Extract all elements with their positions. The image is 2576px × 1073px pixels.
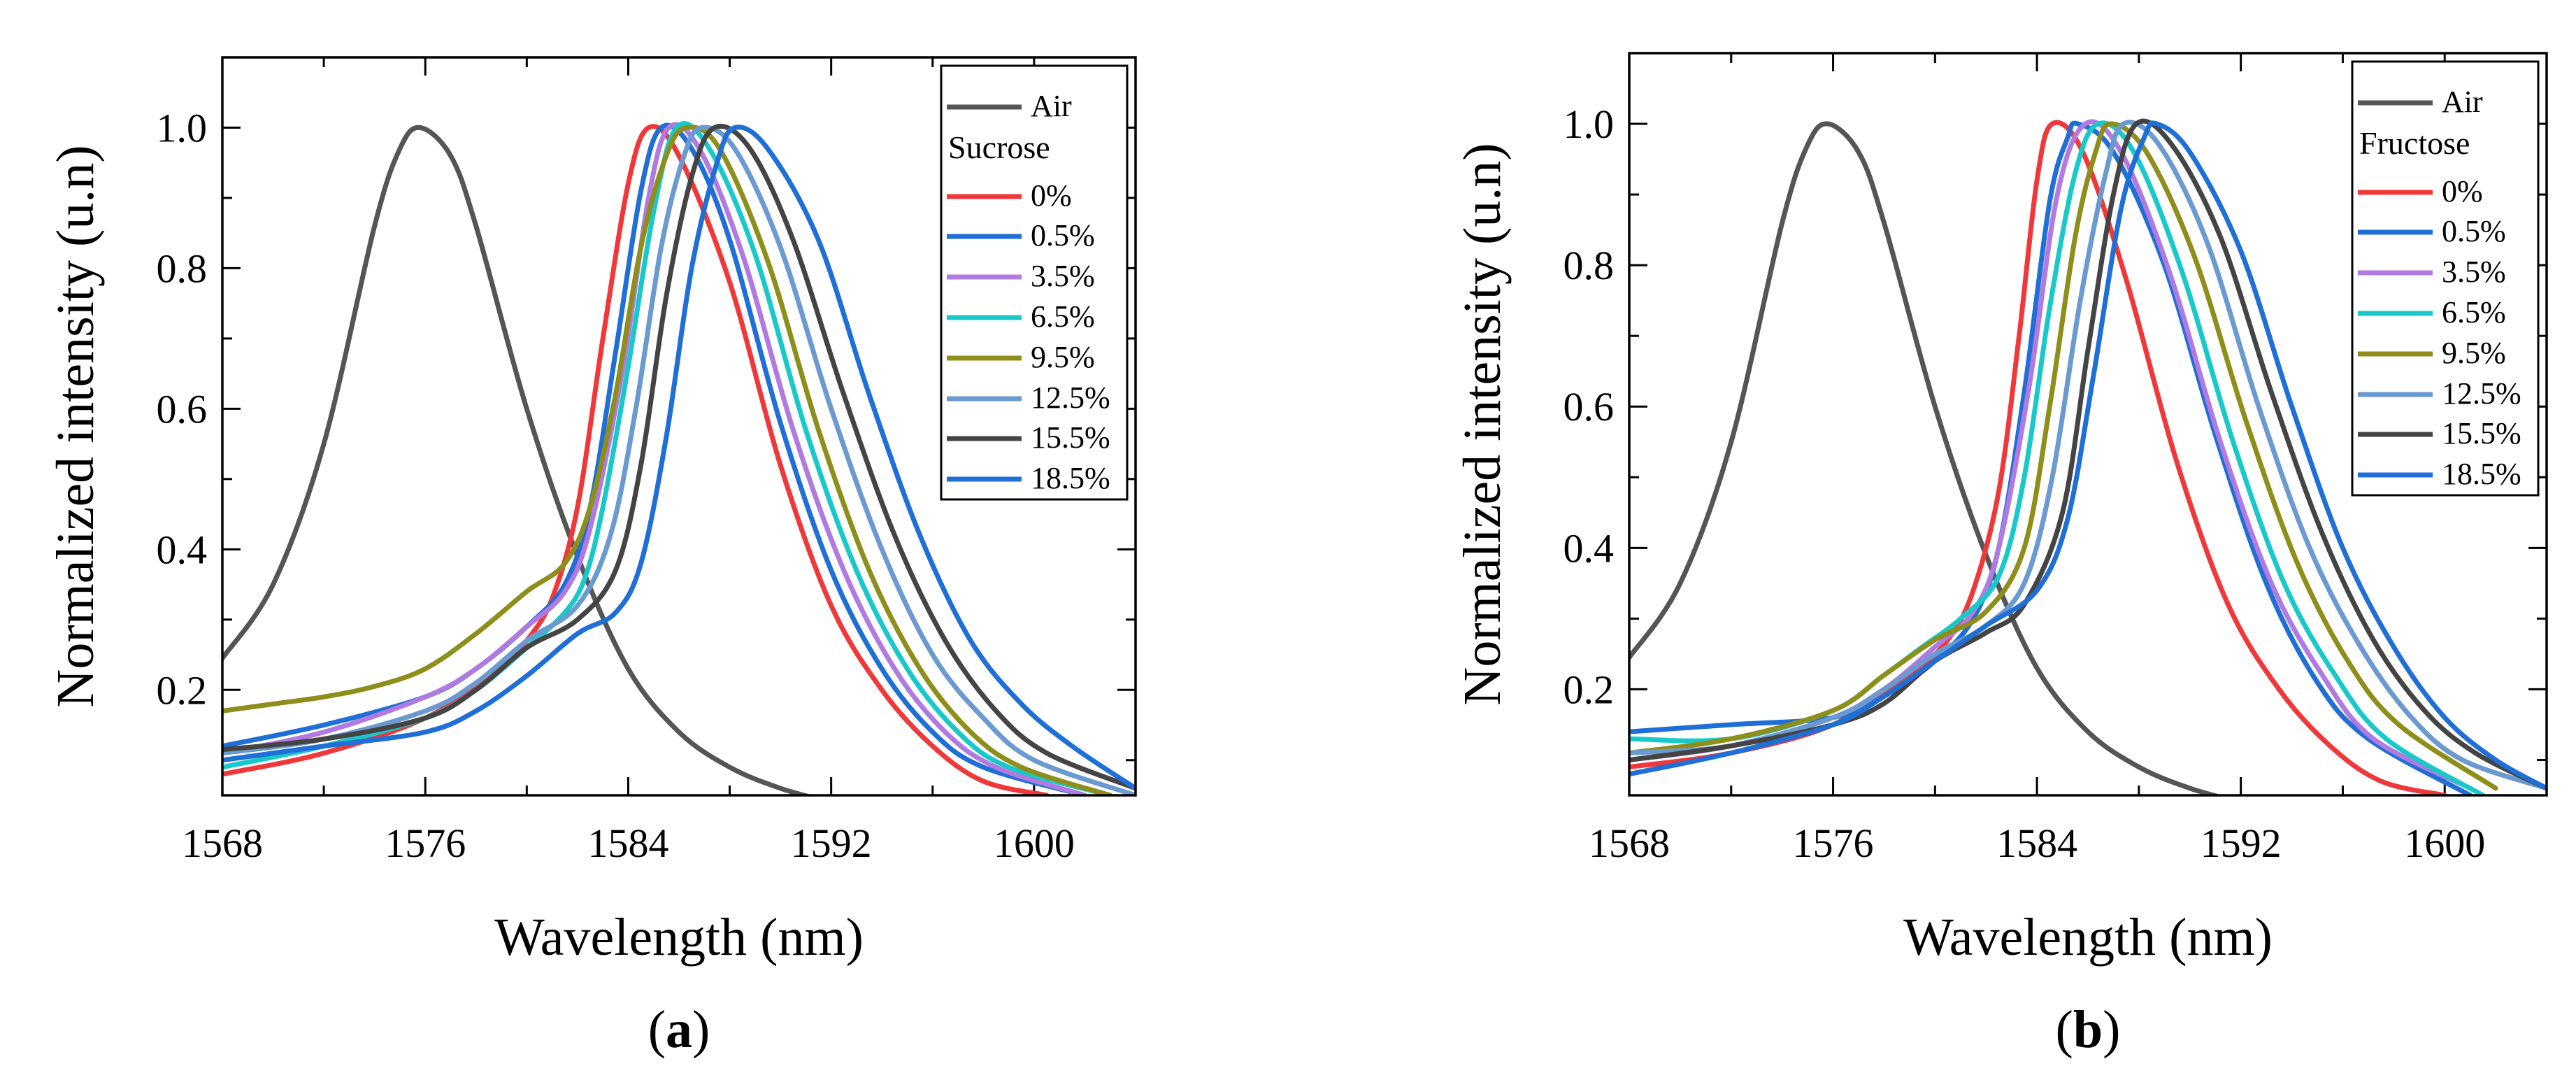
caption-letter: a xyxy=(666,1000,692,1059)
caption-close: ) xyxy=(692,1000,710,1059)
y-tick-label: 0.6 xyxy=(1564,384,1615,429)
x-tick-label: 1576 xyxy=(385,820,466,866)
y-tick-label: 0.4 xyxy=(1564,525,1615,571)
chart-panel-a: 1568 1576 1584 1592 1600 0.2 0.4 0.6 0.8 1.0 Wavel… xyxy=(46,56,1137,1059)
plot-frame xyxy=(221,56,1137,797)
series-line-conc-7 xyxy=(222,124,1136,791)
panel-caption: (b) xyxy=(2056,1000,2121,1059)
legend-label: 9.5% xyxy=(1031,340,1095,374)
legend-label: 3.5% xyxy=(1031,259,1095,293)
legend-label: 18.5% xyxy=(1031,461,1110,495)
x-tick-label: 1592 xyxy=(791,820,872,866)
legend-label: 9.5% xyxy=(2442,336,2506,370)
plot-frame xyxy=(1628,52,2548,797)
x-tick-label: 1600 xyxy=(2404,820,2485,866)
x-axis-label: Wavelength (nm) xyxy=(1903,908,2273,967)
legend-group-label: Fructose xyxy=(2359,125,2470,161)
chart-panel-b: 1568 1576 1584 1592 1600 0.2 0.4 0.6 0.8 1.0 Wavel… xyxy=(1453,52,2548,1059)
x-tick-label: 1592 xyxy=(2201,820,2282,866)
series-line-conc-1 xyxy=(1629,120,2447,795)
y-tick-label: 1.0 xyxy=(1564,101,1615,147)
series-line-conc-3 xyxy=(222,122,1087,795)
y-tick-label: 0.4 xyxy=(157,527,208,572)
x-tick-label: 1576 xyxy=(1793,820,1874,866)
x-tick-label: 1584 xyxy=(587,820,668,866)
x-tick-label: 1568 xyxy=(1589,820,1670,866)
legend-box xyxy=(2351,60,2540,497)
legend-label: 6.5% xyxy=(1031,299,1095,334)
legend-group-label: Sucrose xyxy=(948,129,1050,165)
y-axis-label: Normalized intensity (u.n) xyxy=(1453,143,1512,705)
series-line-air xyxy=(1629,121,2224,795)
series-line-air xyxy=(222,125,814,795)
legend-box xyxy=(940,64,1129,501)
legend-label: 0% xyxy=(1031,178,1072,213)
legend-label: 18.5% xyxy=(2442,457,2521,491)
y-tick-label: 0.8 xyxy=(157,246,208,291)
series-line-conc-8 xyxy=(1629,120,2547,791)
legend-label: 0.5% xyxy=(1031,218,1095,253)
legend-label: Air xyxy=(2442,85,2483,119)
legend-label: 6.5% xyxy=(2442,295,2506,329)
legend: Air 0% 0.5% 3.5% 6.5% 9.5% 12.5% 15.5% 18.5% Fruc… xyxy=(2351,60,2540,497)
y-tick-label: 0.6 xyxy=(157,386,208,432)
y-tick-label: 1.0 xyxy=(157,105,208,150)
series-line-conc-8 xyxy=(222,125,1136,791)
x-tick-label: 1600 xyxy=(994,820,1075,866)
caption-open: ( xyxy=(2056,1000,2073,1059)
caption-letter: b xyxy=(2073,1000,2103,1059)
legend-label: 15.5% xyxy=(2442,416,2521,450)
y-tick-label: 0.2 xyxy=(1564,667,1615,712)
legend-label: 15.5% xyxy=(1031,420,1110,455)
legend-label: 3.5% xyxy=(2442,255,2506,289)
series-line-conc-6 xyxy=(222,125,1136,795)
legend-label: 0.5% xyxy=(2442,214,2506,248)
legend-label: 12.5% xyxy=(2442,376,2521,411)
legend-label: 12.5% xyxy=(1031,381,1110,415)
caption-close: ) xyxy=(2103,1000,2120,1059)
y-axis-label: Normalized intensity (u.n) xyxy=(46,145,105,707)
series-line-conc-5 xyxy=(1629,121,2498,791)
series-line-conc-5 xyxy=(222,125,1113,795)
legend-label: Air xyxy=(1031,89,1072,123)
y-tick-label: 0.2 xyxy=(157,667,208,713)
x-axis-label: Wavelength (nm) xyxy=(494,908,864,967)
caption-open: ( xyxy=(648,1000,666,1059)
legend: Air 0% 0.5% 3.5% 6.5% 9.5% 12.5% 15.5% 18.5% Sucr… xyxy=(940,64,1129,501)
series-line-conc-6 xyxy=(1629,120,2547,791)
series-line-conc-7 xyxy=(1629,118,2547,791)
x-tick-label: 1584 xyxy=(1996,820,2077,866)
legend-label: 0% xyxy=(2442,174,2483,208)
y-tick-label: 0.8 xyxy=(1564,243,1615,288)
panel-caption: (a) xyxy=(648,1000,710,1059)
x-tick-label: 1568 xyxy=(182,820,263,866)
